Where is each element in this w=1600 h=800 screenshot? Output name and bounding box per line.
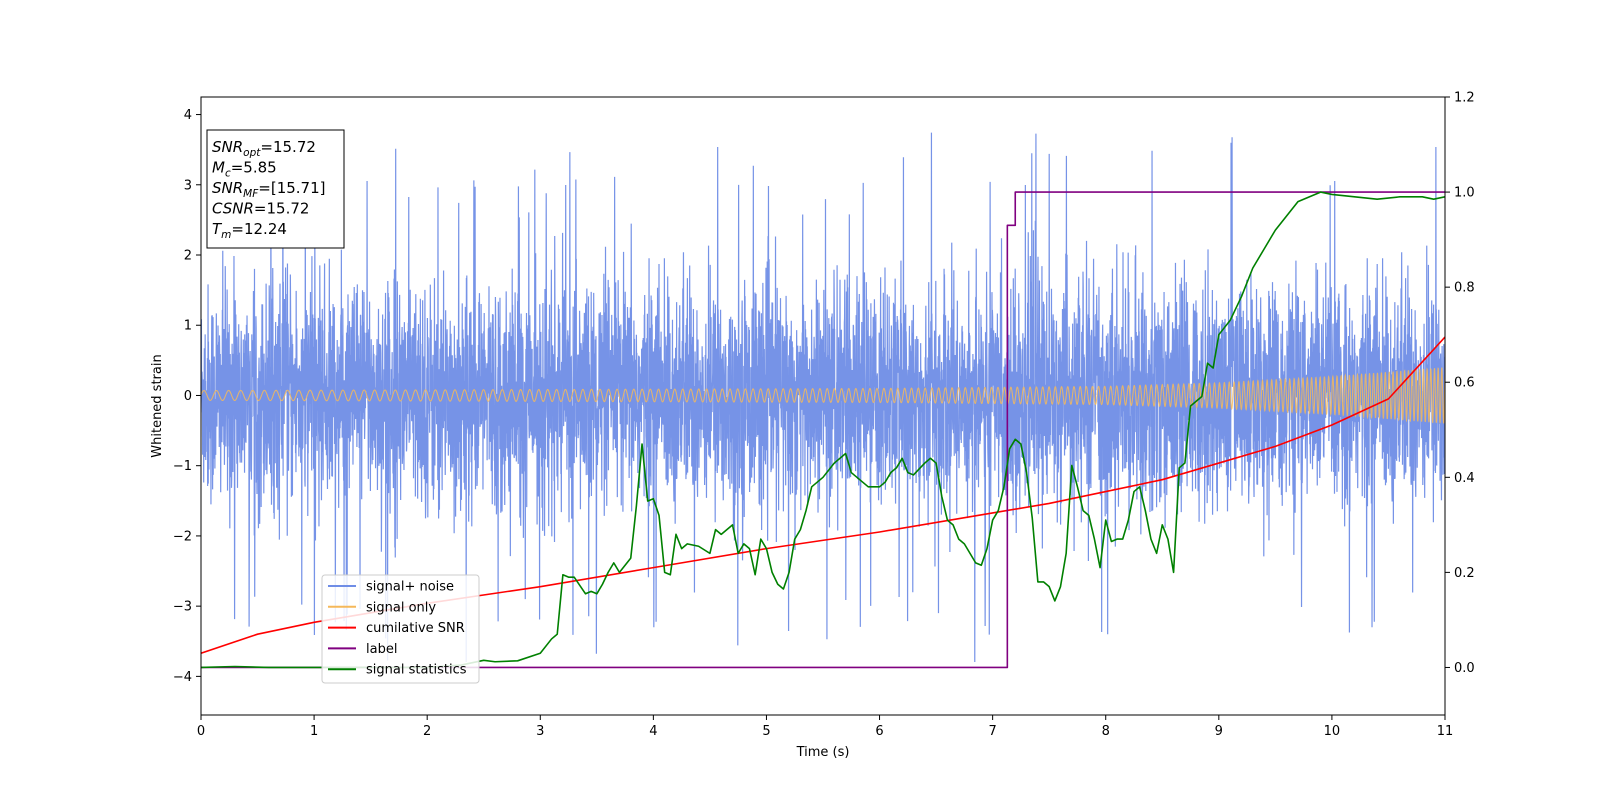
y-left-tick-label: 0 — [184, 389, 192, 404]
y-left-tick-label: 4 — [184, 108, 192, 123]
y-left-tick-label: −3 — [173, 600, 192, 615]
legend-frame — [321, 574, 480, 684]
series-signal-statistics — [201, 191, 1445, 669]
series-signal-noise — [201, 130, 1445, 663]
y-axis-right: 1.2 1.0 0.8 0.6 0.4 0.2 0.0 — [1445, 91, 1475, 676]
x-tick-label: 10 — [1324, 724, 1341, 739]
y-right-tick-label: 0.2 — [1454, 566, 1475, 581]
y-axis-label: Whitened strain — [150, 354, 165, 457]
x-tick-label: 11 — [1437, 724, 1454, 739]
annotation-box: SNRopt=15.72Mc=5.85SNRMF=[15.71]CSNR=15.… — [206, 129, 345, 249]
y-right-tick-label: 1.2 — [1454, 91, 1475, 106]
legend-label: signal statistics — [366, 663, 467, 678]
x-tick-label: 5 — [762, 724, 770, 739]
x-tick-label: 7 — [988, 724, 996, 739]
x-tick-label: 6 — [875, 724, 883, 739]
x-tick-label: 8 — [1102, 724, 1110, 739]
annotation-frame — [206, 129, 345, 249]
y-left-tick-label: −2 — [173, 529, 192, 544]
annotation-line: Tm=12.24 — [212, 220, 287, 241]
legend-label: label — [366, 642, 397, 657]
y-left-tick-label: −4 — [173, 670, 192, 685]
x-tick-label: 2 — [423, 724, 431, 739]
annotation-line: SNRopt=15.72 — [212, 138, 316, 159]
x-axis-label: Time (s) — [796, 745, 850, 760]
legend-label: cumilative SNR — [366, 621, 465, 636]
y-right-tick-label: 0.0 — [1454, 661, 1475, 676]
y-axis-left: 4 3 2 1 0 −1 −2 −3 −4 — [173, 108, 201, 685]
series-signal-only — [201, 367, 1445, 424]
y-left-tick-label: 1 — [184, 319, 192, 334]
y-right-tick-label: 0.6 — [1454, 376, 1475, 391]
y-left-tick-label: 3 — [184, 178, 192, 193]
x-tick-label: 3 — [536, 724, 544, 739]
annotation-line: SNRMF=[15.71] — [212, 179, 326, 200]
x-tick-label: 1 — [310, 724, 318, 739]
x-tick-label: 0 — [197, 724, 205, 739]
y-right-tick-label: 0.8 — [1454, 281, 1475, 296]
x-tick-label: 4 — [649, 724, 657, 739]
annotation-line: Mc=5.85 — [212, 159, 277, 180]
x-tick-label: 9 — [1215, 724, 1223, 739]
plot-frame — [200, 96, 1446, 716]
legend-label: signal+ noise — [366, 580, 454, 595]
x-axis: 0 1 2 3 4 5 6 7 8 9 10 11 — [197, 715, 1453, 739]
y-right-tick-label: 1.0 — [1454, 186, 1475, 201]
annotation-line: CSNR=15.72 — [212, 200, 309, 218]
legend: signal+ noise signal only cumilative SNR la… — [321, 574, 480, 684]
legend-label: signal only — [366, 600, 436, 615]
y-left-tick-label: 2 — [184, 249, 192, 264]
y-right-tick-label: 0.4 — [1454, 471, 1475, 486]
y-left-tick-label: −1 — [173, 459, 192, 474]
series-label — [201, 191, 1445, 669]
